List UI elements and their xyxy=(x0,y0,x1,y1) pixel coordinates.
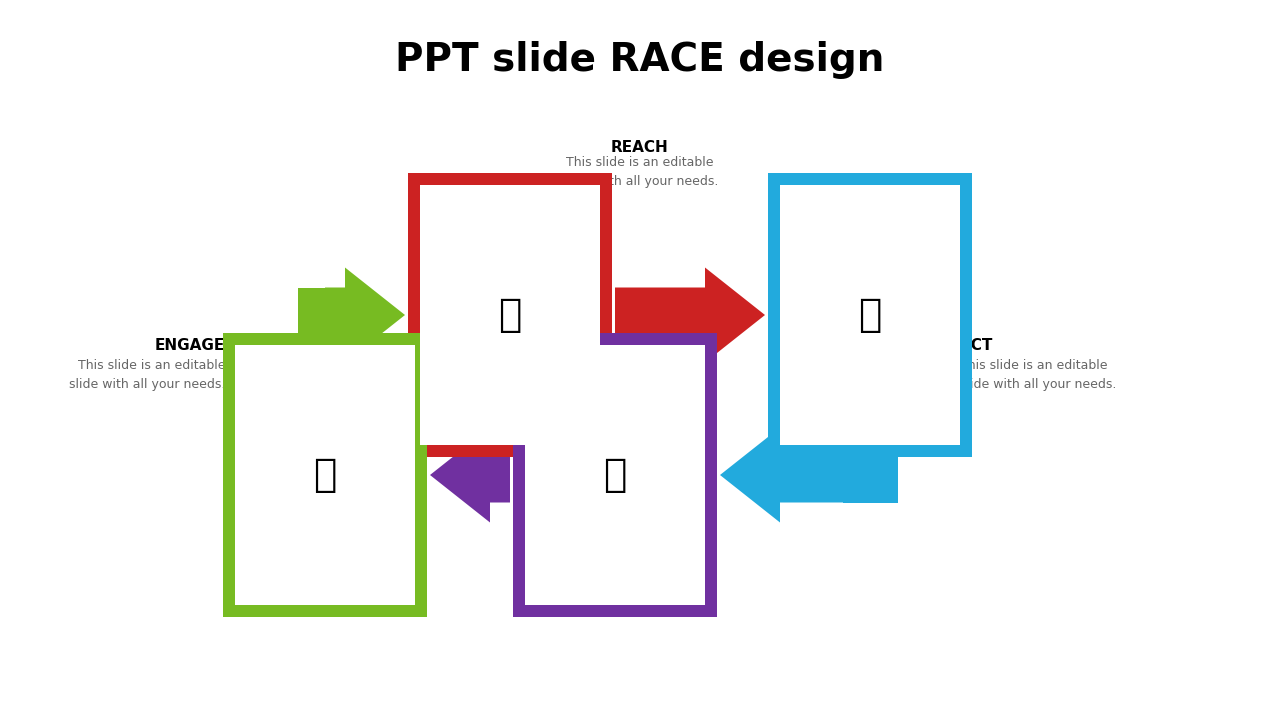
Text: 🧲: 🧲 xyxy=(314,456,337,494)
Text: This slide is an editable
slide with all your needs.: This slide is an editable slide with all… xyxy=(960,359,1116,391)
Text: This slide is an editable
slide with all your needs.: This slide is an editable slide with all… xyxy=(69,359,225,391)
Text: This slide is an editable
slide with all your needs.: This slide is an editable slide with all… xyxy=(562,156,718,188)
Text: 📋: 📋 xyxy=(859,296,882,334)
Bar xyxy=(842,448,897,503)
Text: This slide is an editable
slide with all your needs.: This slide is an editable slide with all… xyxy=(562,554,718,586)
Text: REACH: REACH xyxy=(611,140,669,156)
Bar xyxy=(408,173,612,457)
Bar xyxy=(842,460,897,475)
Bar xyxy=(236,345,415,605)
FancyArrow shape xyxy=(325,268,404,362)
Bar xyxy=(513,333,717,617)
FancyArrow shape xyxy=(719,428,870,523)
Bar xyxy=(223,333,428,617)
Bar xyxy=(297,315,352,330)
Bar xyxy=(768,173,972,457)
FancyArrow shape xyxy=(430,428,509,523)
Text: ACT: ACT xyxy=(960,338,993,353)
Bar xyxy=(297,287,352,343)
Text: PPT slide RACE design: PPT slide RACE design xyxy=(396,41,884,79)
Text: 🙋: 🙋 xyxy=(498,296,522,334)
FancyArrow shape xyxy=(614,268,765,362)
Text: 🔄: 🔄 xyxy=(603,456,627,494)
Bar xyxy=(525,345,705,605)
Text: ENGAGE: ENGAGE xyxy=(155,338,225,353)
Text: CONVERT: CONVERT xyxy=(600,538,680,552)
Bar xyxy=(780,185,960,445)
Bar xyxy=(420,185,600,445)
